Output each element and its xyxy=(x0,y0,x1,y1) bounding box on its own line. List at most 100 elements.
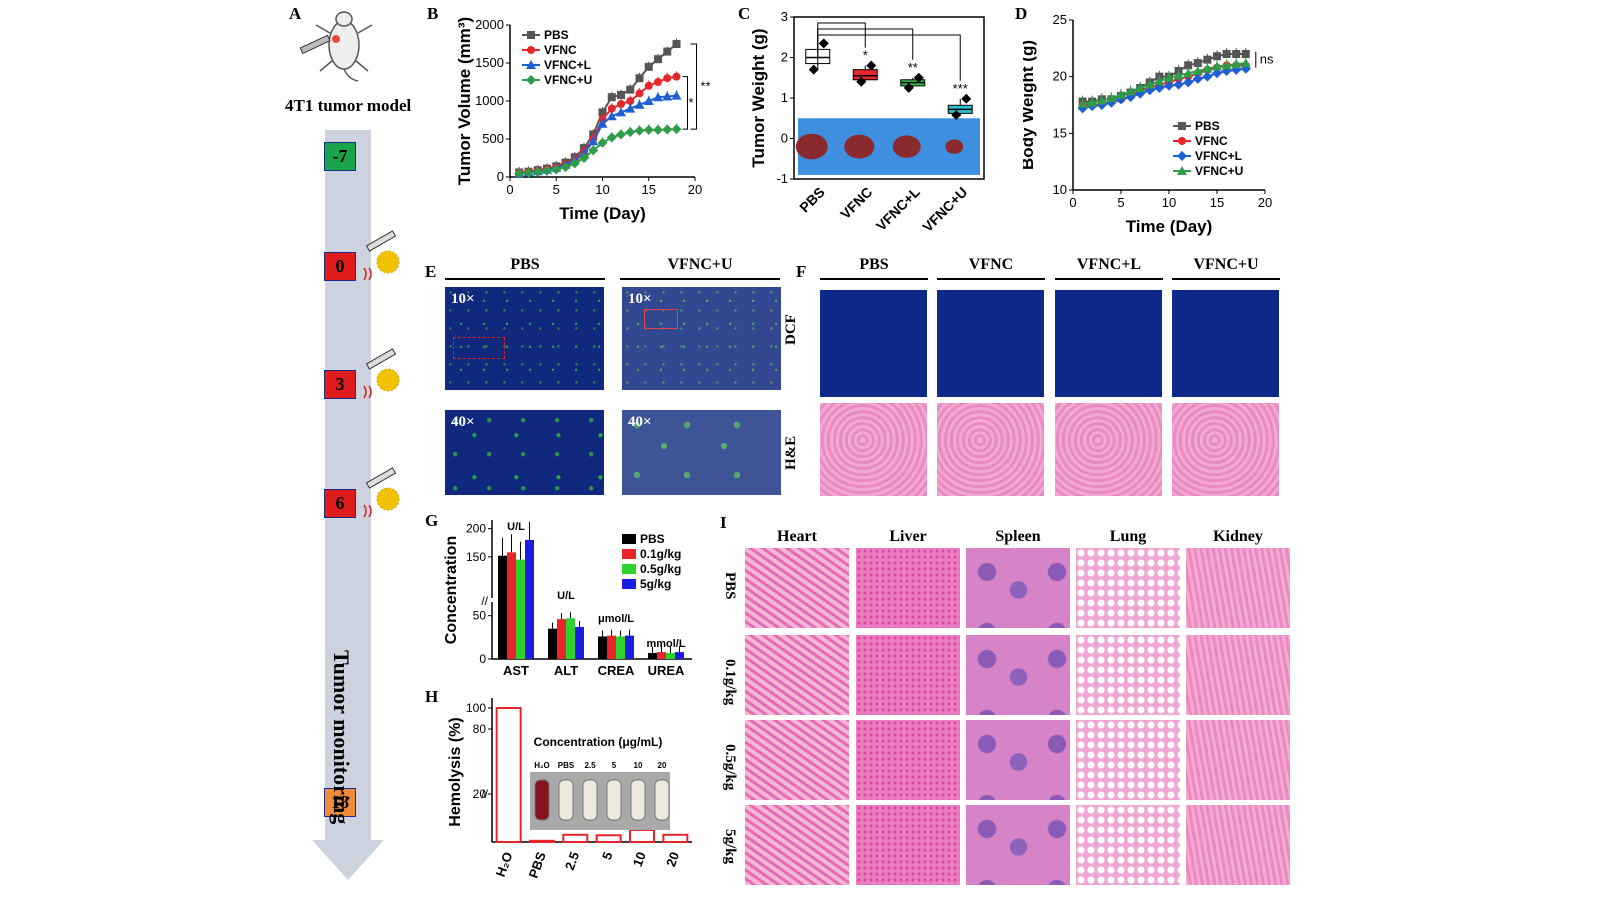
bar xyxy=(616,636,625,659)
significance-bracket xyxy=(690,43,697,130)
syringe-icon xyxy=(365,230,397,252)
data-point xyxy=(643,96,654,105)
panel-f-label: F xyxy=(796,262,807,281)
data-point xyxy=(634,99,645,109)
axis-break-mark: // xyxy=(481,787,488,801)
y-tick-label: 500 xyxy=(482,131,504,146)
i-tissue-image xyxy=(745,720,849,800)
panel-g-label: G xyxy=(425,511,439,530)
data-point xyxy=(818,38,829,49)
data-point xyxy=(626,85,635,94)
y-tick-label: -1 xyxy=(776,171,788,186)
y-tick-label: 80 xyxy=(473,722,487,736)
tumor-weight-chart: -1 0 1 2 3 Tumor Weight (g) PBS VFNCVFNC+LVFNC+… xyxy=(749,9,985,235)
data-point xyxy=(1213,52,1221,61)
i-tissue-image xyxy=(966,548,1070,628)
series-line xyxy=(519,128,677,175)
data-point xyxy=(514,168,525,179)
data-point xyxy=(597,137,608,148)
data-point xyxy=(671,90,682,100)
legend-label: VFNC+U xyxy=(1195,164,1243,178)
data-point xyxy=(1212,68,1222,79)
f-he-image xyxy=(820,403,927,496)
y-axis-label: Hemolysis (%) xyxy=(447,717,464,826)
x-tick-label: 15 xyxy=(1210,195,1224,210)
data-point xyxy=(672,40,681,48)
data-point xyxy=(1164,80,1174,91)
syringe-icon xyxy=(365,467,397,489)
f-col-underline xyxy=(937,278,1045,280)
y-tick-label: 20 xyxy=(473,787,487,801)
series-line xyxy=(1082,53,1246,103)
f-dcf-image xyxy=(1055,290,1162,397)
bar xyxy=(595,834,622,843)
data-point xyxy=(653,124,663,135)
injection-icon xyxy=(363,348,400,399)
inset-label: PBS xyxy=(558,761,575,770)
legend-swatch xyxy=(622,534,636,544)
bar xyxy=(625,635,634,659)
f-col-title: VFNC xyxy=(968,256,1014,273)
tumor-volume-chart: 0 5 10 15 20 0 500 1000 1500 2000 Time (Day) Tumor … xyxy=(455,17,711,223)
y-axis-label: Body Weight (g) xyxy=(1023,40,1037,170)
data-point xyxy=(607,104,616,113)
x-tick-label: VFNC+L xyxy=(873,183,923,233)
bar xyxy=(529,839,555,844)
bar xyxy=(507,552,516,659)
y-axis-label: Tumor Weight (g) xyxy=(749,28,768,167)
data-point xyxy=(569,158,580,169)
bar xyxy=(657,652,666,659)
zoom-box xyxy=(453,337,505,359)
zoom-box xyxy=(644,309,678,329)
i-col-title: Spleen xyxy=(995,528,1041,545)
f-dcf-image xyxy=(1172,290,1279,397)
y-tick-label: 150 xyxy=(466,550,486,564)
data-point xyxy=(598,108,607,117)
legend-marker xyxy=(527,46,535,54)
panel-d-label: D xyxy=(1015,4,1028,23)
x-tick-label: H₂O xyxy=(493,850,516,879)
i-tissue-image xyxy=(1186,805,1290,885)
significance-bracket xyxy=(817,22,866,53)
y-tick-label: 1 xyxy=(781,90,788,105)
i-tissue-image xyxy=(966,635,1070,715)
panel-i-label: I xyxy=(720,513,727,532)
data-point xyxy=(1173,70,1184,80)
data-point xyxy=(606,111,617,121)
data-point xyxy=(1077,98,1088,108)
y-tick-label: 2 xyxy=(781,50,788,65)
data-point xyxy=(808,64,819,75)
tumor-model-title: 4T1 tumor model xyxy=(285,96,412,115)
y-tick-label: 10 xyxy=(1053,182,1067,197)
data-point xyxy=(663,47,672,56)
f-he-image xyxy=(1172,403,1279,496)
tumor-sample xyxy=(945,139,964,154)
timepoint-box: 6 xyxy=(324,489,356,518)
tube-photo xyxy=(530,772,670,830)
data-point xyxy=(626,97,635,105)
data-point xyxy=(1222,50,1231,58)
x-tick-label: 20 xyxy=(1258,195,1272,210)
inset-label: 5 xyxy=(612,761,617,770)
serum-biochemistry-chart: // 0 50 150 200 Concentration AST U/L ALT U/L CREA… xyxy=(443,520,692,678)
data-point xyxy=(542,165,552,176)
x-tick-label: 2.5 xyxy=(562,850,582,872)
y-tick-label: 20 xyxy=(1053,69,1067,84)
x-tick-label: 10 xyxy=(1162,195,1176,210)
inset-title: Concentration (μg/mL) xyxy=(534,735,663,749)
legend-marker xyxy=(1177,166,1187,175)
data-point xyxy=(663,74,672,83)
injection-icon xyxy=(363,467,400,518)
f-dcf-image xyxy=(937,290,1044,397)
unit-label: mmol/L xyxy=(646,638,685,650)
data-point xyxy=(1173,79,1184,90)
ultrasound-icon xyxy=(363,385,372,399)
y-axis-label: Tumor Volume (mm³) xyxy=(455,17,474,185)
bar xyxy=(495,707,522,843)
mouse-illustration xyxy=(299,11,373,82)
data-point xyxy=(644,81,653,90)
i-tissue-image xyxy=(745,635,849,715)
data-point xyxy=(616,107,626,117)
data-point xyxy=(654,55,662,64)
x-tick-label: 5 xyxy=(553,182,560,197)
